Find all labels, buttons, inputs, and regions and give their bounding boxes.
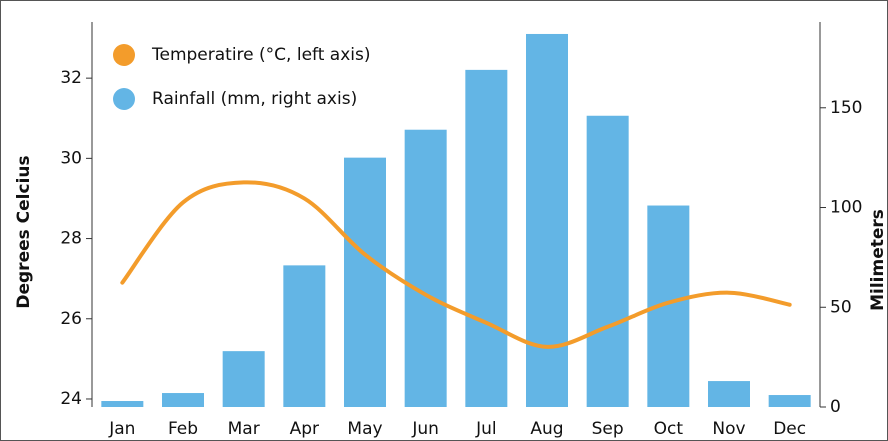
x-tick-label: Nov [712,419,745,439]
y2-tick-label: 0 [830,397,841,417]
x-tick-label: Jul [475,419,497,439]
bar [768,395,811,407]
y-tick-label: 26 [60,309,82,329]
y-tick-label: 24 [60,389,82,409]
x-tick-label: Oct [654,419,684,439]
y2-tick-label: 150 [830,98,862,118]
legend-label: Rainfall (mm, right axis) [152,89,357,109]
bar [526,33,568,408]
legend-label: Temperatire (°C, left axis) [151,45,370,65]
bar [101,401,144,407]
legend-marker [113,44,135,66]
y-tick-label: 30 [60,148,82,168]
x-tick-label: Aug [530,419,563,439]
y-tick-label: 28 [60,229,82,249]
x-tick-label: Jun [411,419,439,439]
bar [222,351,265,407]
x-tick-label: Jan [108,419,135,439]
x-tick-label: Dec [773,419,806,439]
x-tick-label: Mar [228,419,260,439]
bar [465,69,508,408]
y2-tick-label: 50 [830,297,852,317]
x-tick-label: May [347,419,382,439]
bar [586,115,629,408]
legend-marker [113,88,135,110]
bar [344,157,386,407]
y-tick-label: 32 [60,68,82,88]
bar [708,381,750,407]
x-tick-label: Feb [168,419,198,439]
y2-tick-label: 100 [830,198,862,218]
bar [283,265,326,407]
x-tick-label: Sep [592,419,624,439]
y2-axis-label: Milimeters [868,209,888,311]
y-axis-label: Degrees Celcius [14,155,34,308]
x-tick-label: Apr [290,419,319,439]
bar [162,393,204,407]
bar [404,129,447,407]
line [120,180,792,349]
